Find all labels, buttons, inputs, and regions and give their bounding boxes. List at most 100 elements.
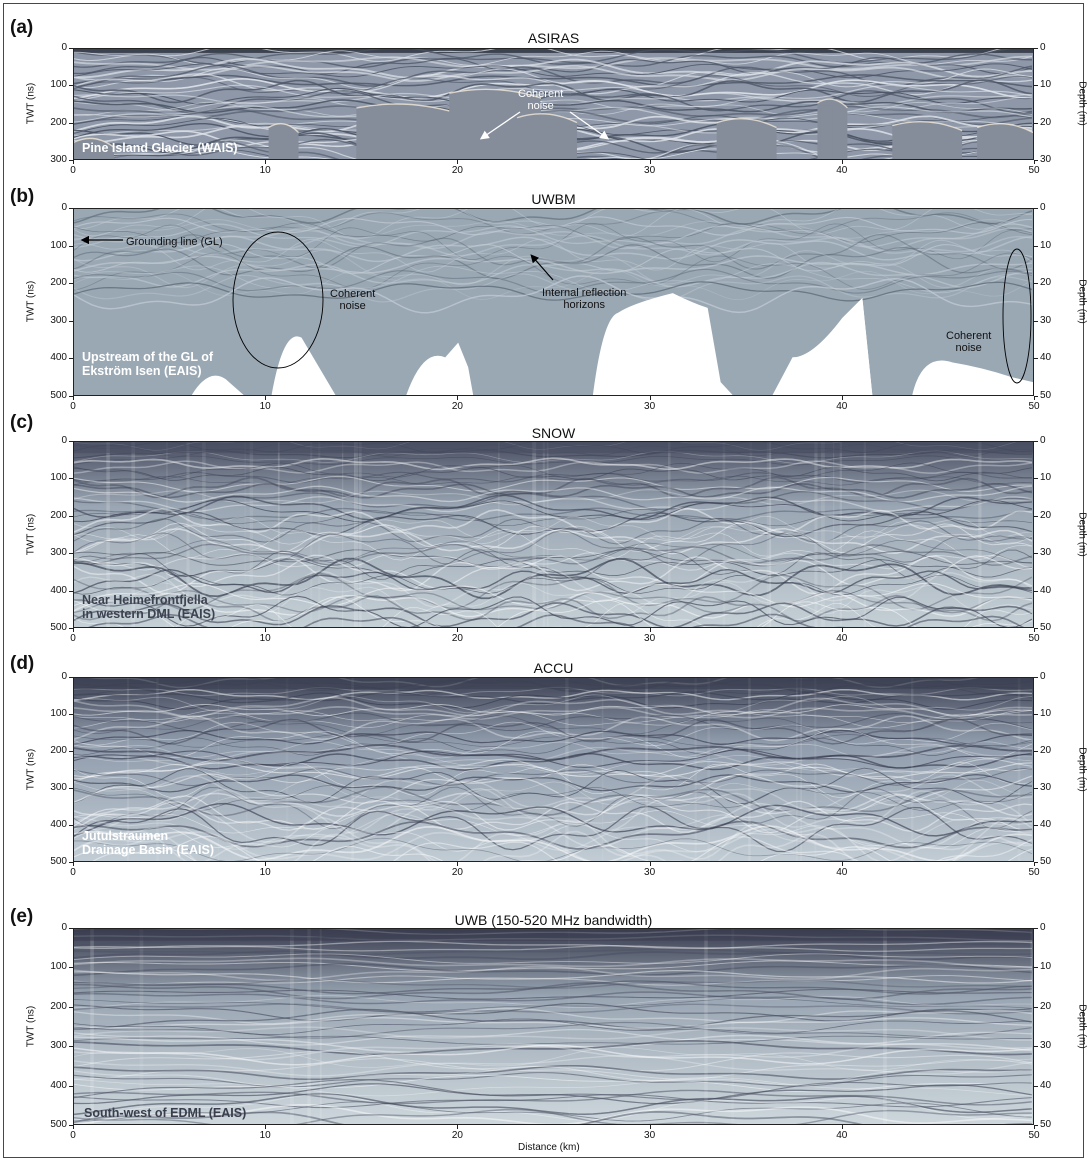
internal-reflection-label: Internal reflection horizons [542,287,627,311]
x-tick-label: 30 [644,165,656,176]
depth-axis-label: Depth (m) [1076,81,1088,126]
x-tick-label: 0 [70,867,76,878]
radargram-a [73,48,1034,160]
y-axis-label: TWT (ns) [25,748,37,790]
location-label-c: Near Heimefrontfjella in western DML (EA… [82,593,216,621]
y-tick-mark [69,245,73,247]
y-tick-label: 200 [50,509,67,521]
x-tick-label: 50 [1028,867,1040,878]
x-tick-mark [457,396,459,400]
y-tick-label: 300 [50,782,67,793]
depth-tick-label: 30 [1040,314,1052,326]
y-tick-label: 0 [61,922,67,933]
depth-tick-label: 10 [1040,708,1052,719]
depth-tick-mark [1034,553,1038,555]
depth-tick-mark [1034,245,1038,247]
x-tick-mark [841,1125,843,1129]
panel-e-title: UWB (150-520 MHz bandwidth) [454,912,653,928]
location-label-b: Upstream of the GL of Ekström Isen (EAIS… [82,350,214,378]
x-tick-label: 40 [836,1130,848,1141]
depth-tick-label: 20 [1040,1000,1052,1012]
x-tick-label: 30 [644,401,656,412]
depth-tick-mark [1034,628,1038,629]
x-tick-label: 40 [836,633,848,644]
y-tick-mark [69,751,73,752]
x-tick-mark [265,396,267,400]
depth-tick-mark [1034,160,1038,161]
x-tick-label: 20 [451,401,463,412]
panel-d-title: ACCU [533,660,574,676]
y-tick-mark [69,48,73,49]
x-tick-mark [649,396,651,400]
y-tick-mark [69,283,73,285]
y-tick-mark [69,928,73,929]
depth-tick-label: 10 [1040,239,1052,251]
coherent-noise-label-b2: Coherent noise [946,330,992,354]
x-tick-label: 0 [70,1130,76,1141]
radargram-d-image [74,678,1033,861]
x-tick-label: 10 [259,165,271,176]
depth-tick-mark [1034,825,1038,826]
y-tick-mark [69,160,73,161]
depth-tick-label: 40 [1040,819,1052,830]
coherent-noise-label-a: Coherent noise [518,88,564,112]
y-tick-label: 100 [50,79,67,91]
panel-d-letter: (d) [10,653,35,674]
x-tick-label: 30 [644,633,656,644]
location-label-d: Jutulstraumen Drainage Basin (EAIS) [82,829,214,857]
x-tick-mark [1034,1125,1035,1129]
y-tick-mark [69,441,73,442]
depth-tick-mark [1034,788,1038,789]
y-tick-mark [69,1125,73,1126]
depth-tick-mark [1034,122,1038,124]
y-tick-mark [69,714,73,715]
depth-tick-label: 10 [1040,472,1052,484]
depth-tick-label: 0 [1040,671,1046,682]
y-tick-mark [69,553,73,555]
x-tick-mark [73,160,74,164]
y-tick-mark [69,320,73,322]
y-tick-label: 0 [61,435,67,446]
y-tick-mark [69,122,73,124]
x-tick-label: 0 [70,165,76,176]
x-axis-label: Distance (km) [518,1142,580,1153]
x-tick-mark [1034,396,1035,400]
x-tick-mark [457,628,459,632]
y-tick-mark [69,515,73,517]
depth-tick-mark [1034,283,1038,285]
x-tick-label: 0 [70,633,76,644]
y-tick-label: 0 [61,671,67,682]
y-tick-label: 400 [50,352,67,364]
y-tick-mark [69,1046,73,1048]
figure-frame [3,3,1084,1158]
x-tick-mark [265,1125,267,1129]
radargram-e [73,928,1034,1125]
x-tick-mark [265,160,267,164]
depth-tick-mark [1034,320,1038,322]
depth-tick-label: 20 [1040,509,1052,521]
depth-tick-mark [1034,1085,1038,1087]
y-tick-mark [69,590,73,592]
x-tick-mark [457,160,459,164]
grounding-line-label: Grounding line (GL) [126,236,223,248]
x-tick-label: 50 [1028,1130,1040,1141]
annotation-overlay-b [80,231,1032,384]
depth-tick-mark [1034,677,1038,678]
depth-axis-label: Depth (m) [1076,511,1088,557]
depth-tick-label: 30 [1040,154,1052,165]
depth-tick-mark [1034,751,1038,752]
depth-tick-label: 10 [1040,79,1052,91]
y-tick-label: 200 [50,745,67,756]
depth-tick-mark [1034,85,1038,87]
x-tick-mark [73,1125,74,1129]
depth-tick-mark [1034,396,1038,397]
y-tick-mark [69,862,73,863]
y-tick-mark [69,677,73,678]
y-tick-mark [69,628,73,629]
y-tick-label: 400 [50,819,67,830]
x-tick-label: 50 [1028,165,1040,176]
radargram-c-image [74,442,1033,627]
y-tick-label: 400 [50,584,67,596]
depth-tick-mark [1034,1046,1038,1048]
depth-tick-mark [1034,862,1038,863]
